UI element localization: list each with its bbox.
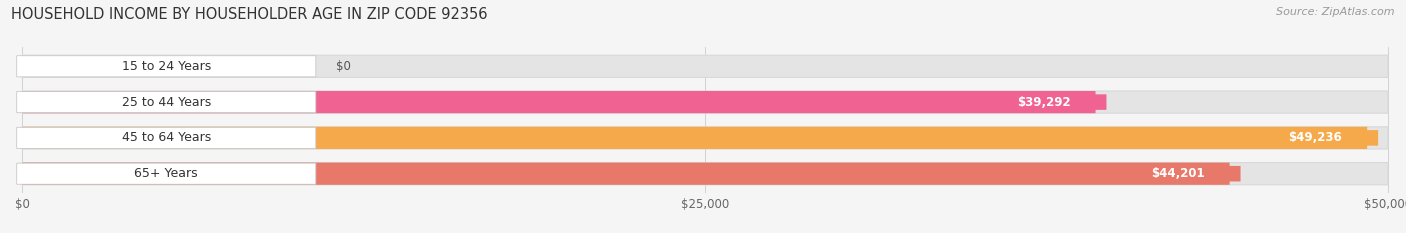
Text: 45 to 64 Years: 45 to 64 Years xyxy=(122,131,211,144)
Text: $49,236: $49,236 xyxy=(1288,131,1343,144)
FancyBboxPatch shape xyxy=(981,94,1107,110)
Text: HOUSEHOLD INCOME BY HOUSEHOLDER AGE IN ZIP CODE 92356: HOUSEHOLD INCOME BY HOUSEHOLDER AGE IN Z… xyxy=(11,7,488,22)
FancyBboxPatch shape xyxy=(22,163,1230,185)
FancyBboxPatch shape xyxy=(22,91,1388,113)
FancyBboxPatch shape xyxy=(17,127,316,148)
FancyBboxPatch shape xyxy=(22,91,1095,113)
FancyBboxPatch shape xyxy=(17,163,316,184)
Text: $44,201: $44,201 xyxy=(1152,167,1205,180)
FancyBboxPatch shape xyxy=(17,92,316,113)
FancyBboxPatch shape xyxy=(22,127,1388,149)
FancyBboxPatch shape xyxy=(22,55,1388,77)
FancyBboxPatch shape xyxy=(1115,166,1240,182)
FancyBboxPatch shape xyxy=(17,56,316,77)
Text: 65+ Years: 65+ Years xyxy=(135,167,198,180)
Text: $39,292: $39,292 xyxy=(1017,96,1070,109)
Text: $0: $0 xyxy=(336,60,352,73)
FancyBboxPatch shape xyxy=(22,127,1367,149)
Text: 25 to 44 Years: 25 to 44 Years xyxy=(122,96,211,109)
FancyBboxPatch shape xyxy=(1253,130,1378,146)
Text: Source: ZipAtlas.com: Source: ZipAtlas.com xyxy=(1277,7,1395,17)
FancyBboxPatch shape xyxy=(22,163,1388,185)
Text: 15 to 24 Years: 15 to 24 Years xyxy=(122,60,211,73)
